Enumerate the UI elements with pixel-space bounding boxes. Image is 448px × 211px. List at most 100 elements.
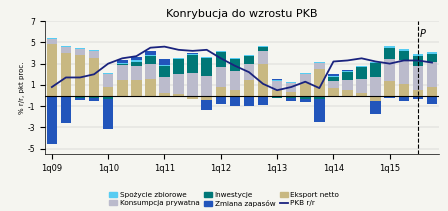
Bar [159,66,170,77]
Bar [328,88,339,96]
Bar [173,59,184,74]
Bar [384,46,395,48]
Bar [342,72,353,80]
Bar [258,64,268,96]
Bar [384,59,395,81]
Bar [426,87,437,96]
Bar [328,74,339,76]
Bar [300,83,310,96]
Bar [286,96,297,98]
Bar [356,67,367,78]
Bar [342,90,353,96]
Bar [384,96,395,98]
Bar [258,51,268,64]
Bar [145,64,156,78]
Bar [47,39,57,45]
Bar [244,80,254,96]
Bar [103,96,113,99]
Bar [89,50,99,51]
Bar [314,99,325,122]
Bar [229,71,240,90]
Bar [370,62,381,63]
Bar [300,73,310,74]
Bar [426,52,437,54]
Bar [117,80,128,96]
Bar [356,93,367,96]
Bar [328,76,339,77]
Bar [202,58,212,76]
Bar [370,96,381,101]
Bar [131,80,142,96]
Bar [202,96,212,100]
Bar [244,96,254,106]
Bar [399,49,409,51]
Bar [314,63,325,69]
Bar [229,58,240,59]
Bar [272,78,282,80]
Bar [103,73,113,74]
Bar [47,38,57,39]
Bar [60,46,71,47]
Bar [187,73,198,96]
Bar [173,74,184,95]
Bar [370,63,381,77]
Bar [131,60,142,62]
Bar [187,55,198,73]
Legend: Spożycie zbiorowe, Konsumpcja prywatna, Inwestycje, Zmiana zapasów, Eksport nett: Spożycie zbiorowe, Konsumpcja prywatna, … [109,192,339,207]
Bar [60,97,71,123]
Bar [202,76,212,96]
Bar [370,101,381,114]
Bar [75,55,85,96]
Bar [145,51,156,55]
Bar [356,78,367,93]
Bar [272,96,282,98]
Bar [342,71,353,72]
Bar [173,95,184,96]
Bar [145,55,156,56]
Bar [117,64,128,65]
Bar [413,96,423,99]
Bar [258,46,268,47]
Bar [342,70,353,71]
Bar [89,96,99,98]
Bar [229,90,240,96]
Bar [426,62,437,87]
Bar [215,67,226,87]
Bar [75,49,85,55]
Bar [300,96,310,99]
Bar [244,56,254,64]
Bar [286,82,297,83]
Bar [413,54,423,56]
Bar [215,87,226,96]
Bar [187,54,198,55]
Title: Konrybucja do wzrostu PKB: Konrybucja do wzrostu PKB [166,9,318,19]
Bar [286,98,297,101]
Bar [89,51,99,58]
Bar [215,52,226,67]
Bar [286,83,297,92]
Bar [47,45,57,96]
Bar [314,69,325,96]
Bar [286,92,297,96]
Bar [145,56,156,64]
Bar [384,81,395,96]
Bar [103,74,113,87]
Bar [89,58,99,96]
Bar [131,57,142,60]
Bar [272,80,282,81]
Bar [272,90,282,96]
Bar [202,100,212,110]
Bar [399,84,409,96]
Bar [229,59,240,71]
Bar [117,65,128,80]
Bar [300,74,310,83]
Bar [47,97,57,145]
Bar [103,99,113,128]
Bar [131,62,142,66]
Bar [215,96,226,104]
Bar [328,81,339,88]
Bar [159,59,170,65]
Bar [103,87,113,96]
Bar [202,57,212,58]
Bar [314,96,325,99]
